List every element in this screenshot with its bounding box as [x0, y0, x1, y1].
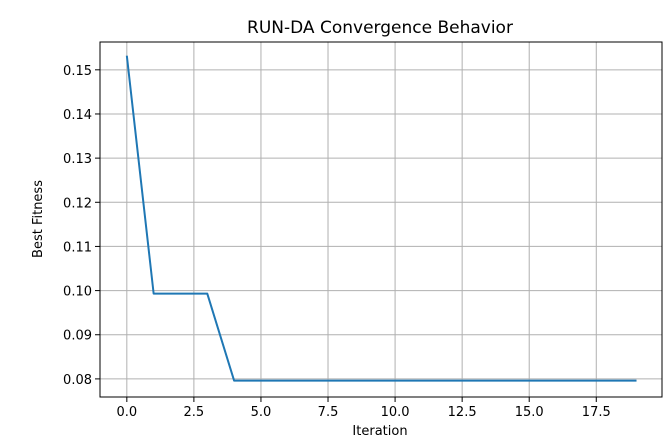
y-tick-label: 0.08	[63, 373, 92, 388]
y-tick-label: 0.09	[63, 329, 92, 344]
tick-layer: 0.0 2.5 5.0 7.5 10.0 12.5 15.0 17.5 0.08 0.09 0.10…	[63, 64, 611, 420]
y-tick-label: 0.15	[63, 64, 92, 79]
series-layer	[125, 55, 637, 382]
y-tick-label: 0.12	[63, 196, 92, 211]
x-tick-label: 15.0	[515, 405, 544, 420]
series-line	[125, 55, 637, 382]
y-axis-label: Best Fitness	[31, 180, 46, 258]
y-tick-label: 0.10	[63, 285, 92, 300]
chart-title: RUN-DA Convergence Behavior	[247, 18, 513, 38]
x-tick-label: 5.0	[251, 405, 272, 420]
x-tick-label: 12.5	[448, 405, 477, 420]
y-tick-label: 0.11	[63, 240, 92, 255]
plot-frame	[99, 41, 663, 398]
x-tick-label: 2.5	[184, 405, 205, 420]
x-axis-label: Iteration	[352, 424, 407, 439]
grid	[100, 42, 662, 397]
x-tick-label: 7.5	[318, 405, 339, 420]
y-tick-label: 0.14	[63, 108, 92, 123]
y-tick-label: 0.13	[63, 152, 92, 167]
x-tick-label: 0.0	[116, 405, 137, 420]
x-tick-label: 10.0	[381, 405, 410, 420]
x-tick-label: 17.5	[582, 405, 611, 420]
